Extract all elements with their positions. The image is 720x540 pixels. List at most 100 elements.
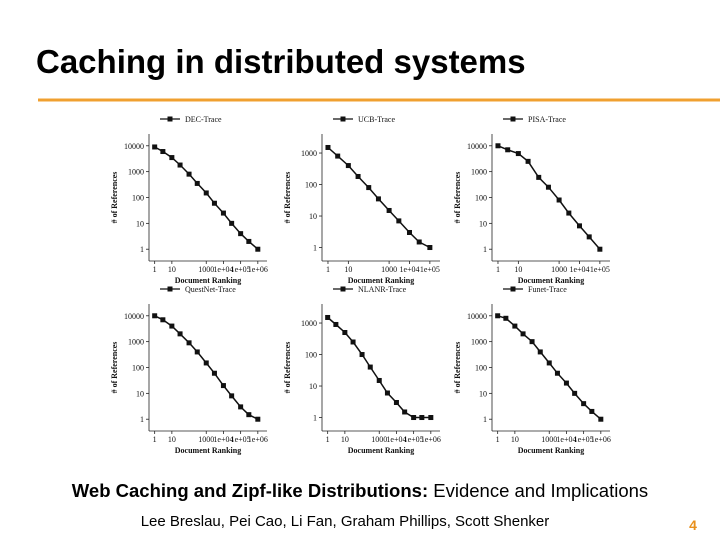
data-point <box>152 144 158 150</box>
y-tick-label: 1 <box>313 244 317 253</box>
y-axis-label: # of References <box>283 342 292 394</box>
data-point <box>416 239 422 245</box>
data-point <box>586 234 592 240</box>
x-tick-label: 10 <box>168 435 176 444</box>
data-point <box>428 415 434 421</box>
data-point <box>525 158 531 164</box>
data-point <box>160 317 166 323</box>
y-tick-label: 100 <box>475 364 487 373</box>
x-tick-label: 1e+04 <box>386 435 406 444</box>
x-axis-label: Document Ranking <box>348 276 414 285</box>
data-point <box>169 323 175 329</box>
y-tick-label: 100 <box>305 181 317 190</box>
x-axis-label: Document Ranking <box>518 276 584 285</box>
y-tick-label: 10000 <box>124 312 144 321</box>
x-axis-label: Document Ranking <box>518 446 584 455</box>
data-point <box>515 151 521 157</box>
data-point <box>581 401 587 407</box>
x-tick-label: 1e+05 <box>420 265 440 274</box>
legend-label: QuestNet-Trace <box>185 285 236 294</box>
x-tick-label: 10 <box>511 435 519 444</box>
data-point <box>556 197 562 203</box>
y-tick-label: 10 <box>136 389 144 398</box>
data-point <box>186 340 192 346</box>
data-point <box>366 185 372 191</box>
data-point <box>512 323 518 329</box>
data-point <box>186 171 192 177</box>
slide-title: Caching in distributed systems <box>36 43 526 80</box>
y-tick-label: 1000 <box>128 168 144 177</box>
x-tick-label: 1e+05 <box>404 435 424 444</box>
x-tick-label: 1 <box>153 265 157 274</box>
data-point <box>246 412 252 418</box>
x-tick-label: 1 <box>496 435 500 444</box>
data-point <box>495 313 501 319</box>
x-tick-label: 1e+04 <box>213 435 233 444</box>
authors: Lee Breslau, Pei Cao, Li Fan, Graham Phi… <box>141 513 550 530</box>
y-axis-label: # of References <box>110 342 119 394</box>
data-point <box>572 390 578 396</box>
data-point <box>554 370 560 376</box>
x-tick-label: 1000 <box>551 265 567 274</box>
data-point <box>402 409 408 415</box>
page-number: 4 <box>689 517 697 533</box>
legend-marker <box>340 116 346 122</box>
data-point <box>194 180 200 186</box>
y-tick-label: 1 <box>140 245 144 254</box>
x-tick-label: 1 <box>326 265 330 274</box>
y-tick-label: 1000 <box>471 338 487 347</box>
data-point <box>505 147 511 153</box>
x-tick-label: 1000 <box>371 435 387 444</box>
data-point <box>177 162 183 168</box>
x-tick-label: 1e+05 <box>574 435 594 444</box>
series-line <box>154 315 259 420</box>
x-tick-label: 1e+04 <box>213 265 233 274</box>
caption-bold: Web Caching and Zipf-like Distributions: <box>72 480 428 501</box>
data-point <box>537 349 543 355</box>
y-tick-label: 100 <box>132 194 144 203</box>
data-point <box>345 163 351 169</box>
data-point <box>589 408 595 414</box>
y-tick-label: 10 <box>309 382 317 391</box>
legend-label: Funet-Trace <box>528 285 567 294</box>
data-point <box>211 200 217 206</box>
data-point <box>203 360 209 366</box>
data-point <box>246 238 252 244</box>
x-tick-label: 1e+04 <box>556 435 576 444</box>
y-tick-label: 1000 <box>301 149 317 158</box>
data-point <box>325 314 331 320</box>
data-point <box>335 153 341 159</box>
caption-rest: Evidence and Implications <box>433 480 648 501</box>
data-point <box>152 313 158 319</box>
data-point <box>529 339 535 345</box>
data-point <box>411 415 417 421</box>
y-tick-label: 100 <box>132 364 144 373</box>
y-tick-label: 10000 <box>467 142 487 151</box>
y-tick-label: 1 <box>140 415 144 424</box>
data-point <box>386 207 392 213</box>
data-point <box>545 184 551 190</box>
data-point <box>503 315 509 321</box>
legend-label: NLANR-Trace <box>358 285 407 294</box>
data-point <box>419 415 425 421</box>
x-tick-label: 1e+06 <box>248 265 268 274</box>
y-tick-label: 10 <box>309 212 317 221</box>
y-tick-label: 100 <box>305 351 317 360</box>
data-point <box>211 370 217 376</box>
caption: Web Caching and Zipf-like Distributions:… <box>72 480 648 501</box>
data-point <box>566 210 572 216</box>
data-point <box>384 390 390 396</box>
legend-marker <box>167 286 173 292</box>
y-tick-label: 10 <box>479 389 487 398</box>
data-point <box>229 220 235 226</box>
data-point <box>598 416 604 422</box>
x-tick-label: 1e+04 <box>569 265 589 274</box>
x-tick-label: 10 <box>514 265 522 274</box>
data-point <box>220 383 226 389</box>
data-point <box>342 330 348 336</box>
data-point <box>238 231 244 237</box>
